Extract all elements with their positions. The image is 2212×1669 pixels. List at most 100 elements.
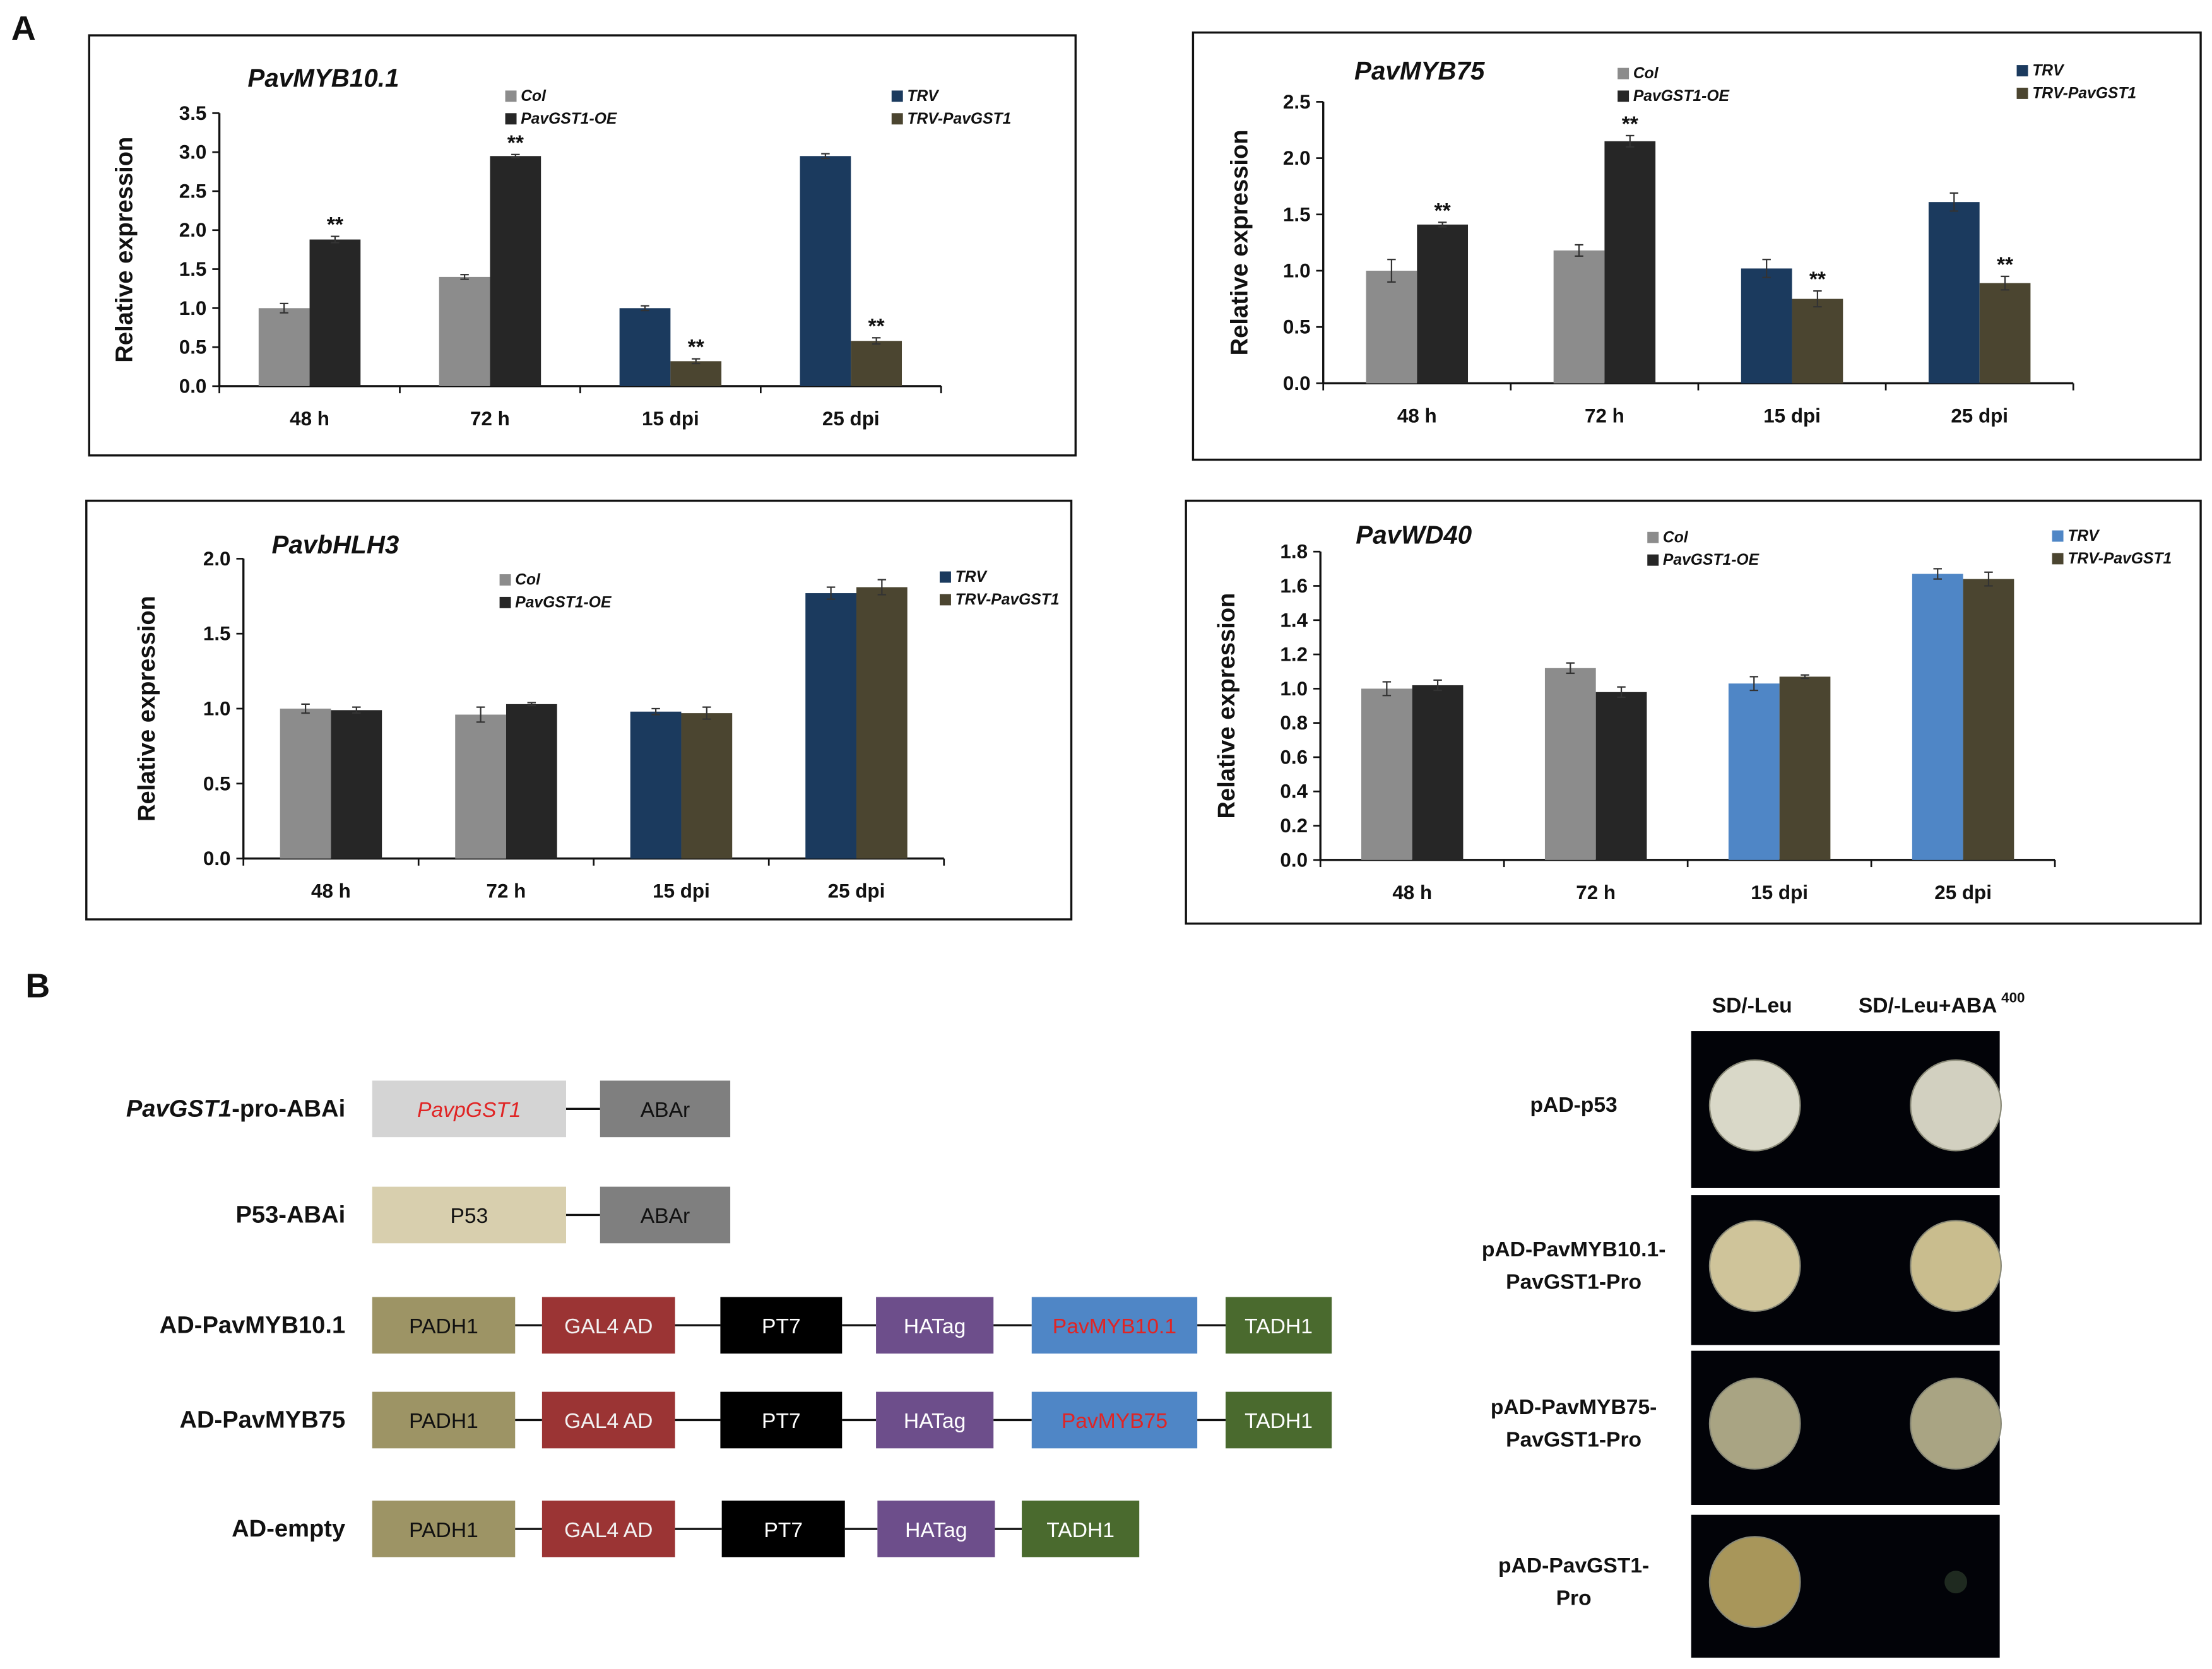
bar [1366,271,1417,384]
y-tick-label: 0.4 [1280,781,1308,803]
legend-swatch [1618,90,1629,102]
yeast-row-label: PavGST1-Pro [1506,1428,1641,1451]
construct-element [720,1297,843,1354]
y-tick-label: 2.0 [1283,147,1311,169]
x-tick-label: 25 dpi [822,408,880,430]
error-bar [641,305,649,312]
yeast-row-label: pAD-PavMYB75- [1491,1396,1657,1419]
legend-swatch [1618,68,1629,80]
error-bar [651,707,660,716]
construct-element [876,1391,994,1449]
error-bar [821,153,830,160]
significance-mark: ** [1622,112,1639,136]
chart-frame [85,499,1073,921]
construct-element-label: PavMYB10.1 [1053,1315,1176,1338]
yeast-colony [1708,1220,1801,1312]
legend-swatch [505,113,517,125]
error-bar [1933,568,1942,580]
construct-element [1031,1391,1198,1449]
y-tick-label: 1.4 [1280,609,1308,631]
yeast-colony [1708,1536,1801,1628]
construct-element [372,1186,566,1244]
legend-label: PavGST1-OE [521,110,618,127]
legend-swatch [2052,553,2064,565]
bar [1792,298,1843,384]
legend-label: PavGST1-OE [515,594,612,611]
bar [670,361,722,386]
error-bar [1626,134,1635,148]
error-bar [460,274,469,280]
construct-label-text: P53-ABAi [235,1201,345,1228]
yeast-row-label: pAD-PavGST1- [1498,1554,1649,1578]
construct-label: AD-PavMYB10.1 [160,1312,345,1338]
y-tick-label: 0.0 [1283,372,1311,394]
error-bar [301,703,310,714]
significance-mark: ** [868,315,885,338]
error-bar [511,153,520,158]
yeast-colony [1910,1220,2002,1312]
construct-label-text: AD-PavMYB75 [179,1407,345,1433]
yeast-row-label: PavGST1-Pro [1506,1270,1641,1294]
bar [1779,676,1831,860]
bar [1595,692,1647,860]
bar [258,308,310,386]
legend-label: TRV-PavGST1 [2032,85,2136,102]
bar [1553,250,1605,384]
construct-element-label: TADH1 [1046,1519,1115,1542]
construct-element [876,1297,994,1354]
bar [1417,224,1469,384]
x-tick-label: 15 dpi [1751,882,1808,904]
bar [800,156,851,386]
construct-element [372,1297,516,1354]
y-tick-label: 1.5 [1283,203,1311,225]
significance-mark: ** [1997,254,2014,277]
y-tick-label: 2.0 [179,219,207,241]
bar [506,704,557,859]
y-axis-label: Relative expression [111,137,138,363]
construct-label-italic: PavGST1 [126,1095,232,1122]
y-tick-label: 0.2 [1280,815,1308,837]
legend-label: TRV-PavGST1 [2067,550,2172,567]
error-bar [280,302,288,314]
y-tick-label: 0.0 [1280,849,1308,871]
construct-element [1225,1297,1332,1354]
error-bar [331,235,340,244]
construct-element [721,1501,845,1557]
chart-title: PavbHLH3 [272,530,399,559]
bar [490,156,541,386]
column-header-text: SD/-Leu+ABA [1859,994,1997,1017]
significance-mark: ** [327,213,344,237]
x-tick-label: 15 dpi [642,408,699,430]
yeast-row-label: pAD-PavMYB10.1- [1482,1238,1666,1261]
error-bar [2001,275,2009,291]
y-tick-label: 0.5 [1283,316,1311,338]
error-bar [877,579,887,596]
construct-element-label: GAL4 AD [564,1410,653,1433]
legend-swatch [499,596,511,608]
x-tick-label: 15 dpi [1763,405,1821,427]
x-tick-label: 72 h [1576,882,1616,904]
x-tick-label: 48 h [290,408,329,430]
legend-label: PavGST1-OE [1663,551,1760,569]
error-bar [1566,662,1575,675]
construct-element [600,1080,731,1138]
legend-swatch [1647,554,1659,566]
chart-frame [1185,499,2202,925]
bar [1728,683,1780,860]
construct-element-label: PT7 [762,1410,801,1433]
y-tick-label: 0.0 [203,847,231,870]
y-tick-label: 1.5 [179,258,207,280]
bar [455,714,506,859]
legend-label: TRV [955,569,988,586]
error-bar [476,706,485,723]
chart-title: PavMYB75 [1354,56,1485,85]
construct-element [720,1391,843,1449]
yeast-colony [1708,1059,1801,1152]
legend-label: TRV [2067,528,2100,545]
error-bar [1438,221,1447,228]
legend-label: Col [521,88,547,105]
y-tick-label: 0.0 [179,375,207,397]
error-bar [826,586,836,600]
y-tick-label: 2.0 [203,548,231,570]
